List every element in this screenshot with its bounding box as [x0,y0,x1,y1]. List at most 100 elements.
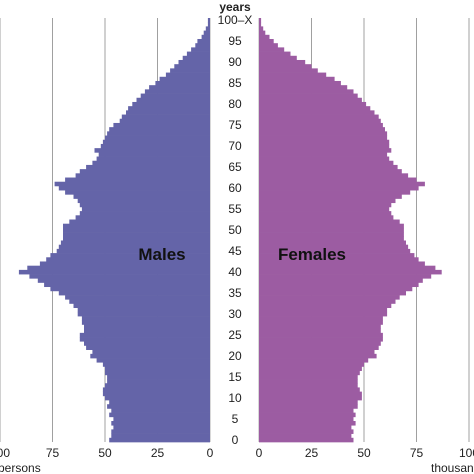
male-bar-age-26 [84,328,210,334]
male-bar-age-33 [69,299,210,304]
male-bar-age-48 [63,236,210,241]
male-bar-age-98 [205,26,210,31]
male-bar-age-91 [182,55,210,61]
male-bar-age-65 [86,164,210,170]
male-value-tick-label: 0 [207,446,214,460]
female-bar-age-41 [259,265,436,271]
male-bar-age-85 [155,80,210,86]
male-bar-age-94 [195,43,210,48]
male-bar-age-52 [69,219,210,225]
female-bar-age-60 [259,185,419,191]
male-bar-age-18 [102,362,210,367]
age-axis-title: years [219,0,251,14]
female-bar-age-69 [259,148,392,153]
male-bar-age-15 [107,374,210,380]
male-bar-age-77 [121,114,210,120]
male-bar-age-79 [128,106,210,111]
age-tick-label: 25 [228,328,242,342]
male-value-tick-label: 100 [0,446,10,460]
male-bar-age-28 [81,320,211,325]
female-bar-age-56 [259,202,392,208]
female-bar-age-35 [259,290,406,296]
male-bar-age-53 [75,215,210,220]
female-bar-age-9 [259,400,358,405]
female-bar-age-14 [259,379,358,384]
female-bar-age-63 [259,173,409,178]
female-bar-age-72 [259,135,388,141]
male-bar-age-97 [203,30,210,36]
female-bar-age-64 [259,169,402,174]
female-bar-age-17 [259,366,362,371]
female-value-tick-label: 0 [256,446,263,460]
female-bar-age-97 [259,30,266,36]
male-bar-age-42 [39,261,211,267]
female-bar-age-62 [259,177,417,183]
female-bar-age-39 [259,274,432,279]
male-bar-age-64 [79,169,210,174]
female-bar-age-55 [259,206,390,212]
male-bar-age-40 [18,269,211,275]
age-tick-label: 30 [228,307,242,321]
female-bar-age-93 [259,47,285,52]
female-bar-age-33 [259,299,396,304]
female-bar-age-98 [259,26,264,31]
female-bar-age-30 [259,311,388,317]
male-bar-age-67 [96,156,210,162]
male-bar-age-90 [178,59,210,65]
female-bar-age-40 [259,269,442,275]
age-tick-label: 20 [228,349,242,363]
male-bar-age-11 [102,391,210,397]
male-bar-age-83 [144,89,210,94]
male-bar-age-72 [105,135,210,141]
female-bar-age-12 [259,387,360,392]
male-value-tick-label: 75 [46,446,60,460]
left-unit-label: persons [0,461,41,474]
female-bar-age-1 [259,433,352,439]
female-bar-age-68 [259,152,388,157]
male-bar-age-96 [201,34,210,40]
female-bar-age-37 [259,282,419,288]
female-bar-age-65 [259,164,398,170]
female-bar-age-25 [259,332,383,338]
female-bar-age-16 [259,370,360,376]
female-bar-age-47 [259,240,406,246]
male-bar-age-37 [44,282,210,288]
female-bar-age-83 [259,89,354,94]
male-bar-age-13 [105,383,210,388]
male-bar-age-1 [111,433,210,439]
male-bar-age-6 [109,412,210,418]
female-bar-age-31 [259,307,388,313]
female-bar-age-44 [259,253,415,258]
female-bar-age-4 [259,421,356,426]
female-bar-age-99 [259,22,262,27]
female-value-tick-label: 100 [459,446,474,460]
male-bar-age-31 [77,307,210,313]
male-bar-age-49 [63,232,210,237]
male-value-tick-label: 50 [98,446,112,460]
age-tick-label: 95 [228,34,242,48]
male-bar-age-21 [92,349,210,355]
female-bar-age-29 [259,316,383,321]
male-bar-age-81 [136,97,210,103]
female-bar-age-7 [259,408,354,413]
female-bar-age-78 [259,110,375,115]
male-bar-age-61 [54,181,210,187]
male-bar-age-14 [107,379,210,384]
female-bar-age-8 [259,404,358,409]
male-bar-age-3 [113,425,210,430]
female-bar-age-38 [259,278,423,283]
female-bar-age-94 [259,43,278,48]
male-bar-age-38 [37,278,210,283]
female-bar-age-85 [259,80,341,86]
male-bar-age-55 [81,206,211,212]
female-bar-age-81 [259,97,362,103]
female-bar-age-48 [259,236,404,241]
female-bar-age-53 [259,215,394,220]
male-bar-age-82 [140,93,210,99]
male-bar-age-16 [105,370,210,376]
female-bar-age-82 [259,93,358,99]
age-tick-label: 15 [228,370,242,384]
male-bar-age-68 [98,152,210,157]
male-bar-age-80 [132,101,210,107]
